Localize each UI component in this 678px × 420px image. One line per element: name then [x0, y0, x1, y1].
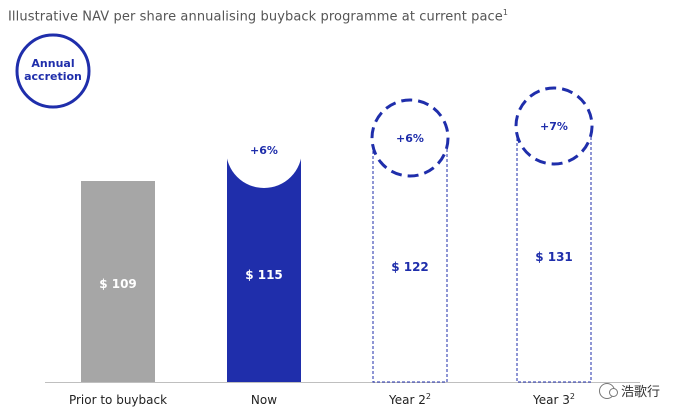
accretion-bubble-3 — [514, 86, 594, 166]
accretion-label-2: +6% — [396, 132, 424, 145]
legend-label-line1: Annual — [31, 57, 74, 70]
category-label-2: Year 22 — [388, 392, 431, 407]
value-label-3: $ 131 — [535, 250, 573, 264]
category-label-3: Year 32 — [532, 392, 575, 407]
value-label-0: $ 109 — [99, 277, 137, 291]
category-label-1: Now — [251, 393, 277, 407]
accretion-bubble-1 — [226, 112, 302, 188]
value-label-1: $ 115 — [245, 268, 283, 282]
chart-title: Illustrative NAV per share annualising b… — [8, 8, 509, 25]
category-label-0: Prior to buyback — [69, 393, 167, 407]
legend-accretion-circle — [15, 33, 91, 109]
bar-1 — [227, 150, 301, 382]
category-sup-2: 2 — [426, 392, 431, 401]
watermark: 浩歌行 — [598, 381, 660, 400]
value-label-2: $ 122 — [391, 260, 429, 274]
legend-label-line2: accretion — [24, 70, 82, 83]
accretion-label-3: +7% — [540, 120, 568, 133]
accretion-bubble-2 — [370, 98, 450, 178]
accretion-label-1: +6% — [250, 144, 278, 157]
category-sup-3: 2 — [570, 392, 575, 401]
wechat-icon — [598, 382, 618, 399]
watermark-text: 浩歌行 — [620, 385, 660, 400]
bar-0 — [81, 181, 155, 382]
bar-2 — [372, 137, 448, 383]
